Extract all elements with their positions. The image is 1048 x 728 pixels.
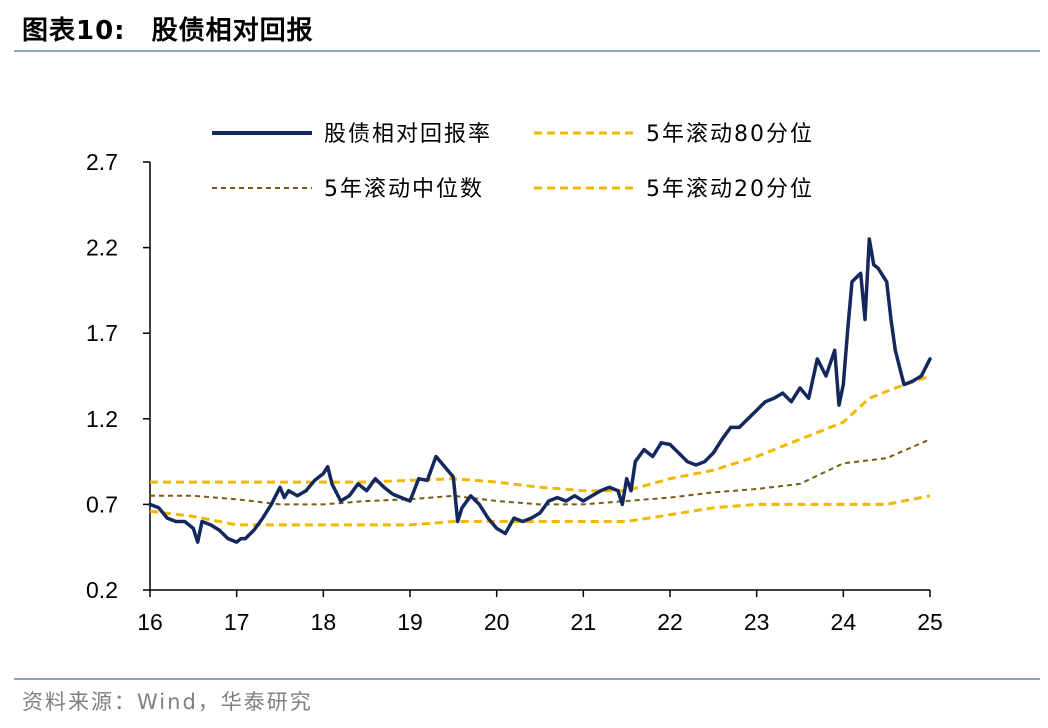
figure-title: 图表10: 股债相对回报 <box>22 10 314 47</box>
x-tick-label: 25 <box>917 609 943 635</box>
legend-label-2: 5年滚动中位数 <box>324 177 484 202</box>
bottom-rule <box>14 678 1040 680</box>
legend-label-1: 5年滚动80分位 <box>646 122 814 147</box>
legend-label-0: 股债相对回报率 <box>324 122 492 147</box>
series-line-1 <box>150 374 931 493</box>
x-axis-ticks: 16 17 18 19 20 21 22 23 24 25 <box>137 590 943 635</box>
x-tick-label: 22 <box>657 609 683 635</box>
series-layer <box>148 237 932 544</box>
x-tick-label: 18 <box>311 609 337 635</box>
y-tick-label: 2.2 <box>86 235 118 261</box>
y-tick-label: 1.2 <box>86 406 118 432</box>
x-tick-label: 16 <box>137 609 163 635</box>
source-note: 资料来源：Wind，华泰研究 <box>22 690 313 714</box>
y-axis-ticks: 2.7 2.2 1.7 1.2 0.7 0.2 <box>86 149 150 603</box>
figure-number: 图表10: <box>22 16 126 46</box>
series-line-3 <box>149 494 931 527</box>
y-tick-label: 2.7 <box>86 149 118 175</box>
top-rule <box>14 50 1040 52</box>
y-tick-label: 0.2 <box>86 577 118 603</box>
figure-title-text: 股债相对回报 <box>151 16 314 46</box>
y-tick-label: 0.7 <box>86 491 118 517</box>
x-tick-label: 21 <box>571 609 597 635</box>
series-line-2 <box>150 438 931 506</box>
y-tick-label: 1.7 <box>86 320 118 346</box>
x-tick-label: 23 <box>744 609 770 635</box>
series-line-0 <box>148 237 932 544</box>
x-tick-label: 20 <box>484 609 510 635</box>
x-tick-label: 17 <box>224 609 250 635</box>
legend: 股债相对回报率 5年滚动80分位 5年滚动中位数 5年滚动20分位 <box>212 122 814 202</box>
legend-label-3: 5年滚动20分位 <box>646 177 814 202</box>
x-tick-label: 24 <box>831 609 857 635</box>
x-tick-label: 19 <box>397 609 423 635</box>
